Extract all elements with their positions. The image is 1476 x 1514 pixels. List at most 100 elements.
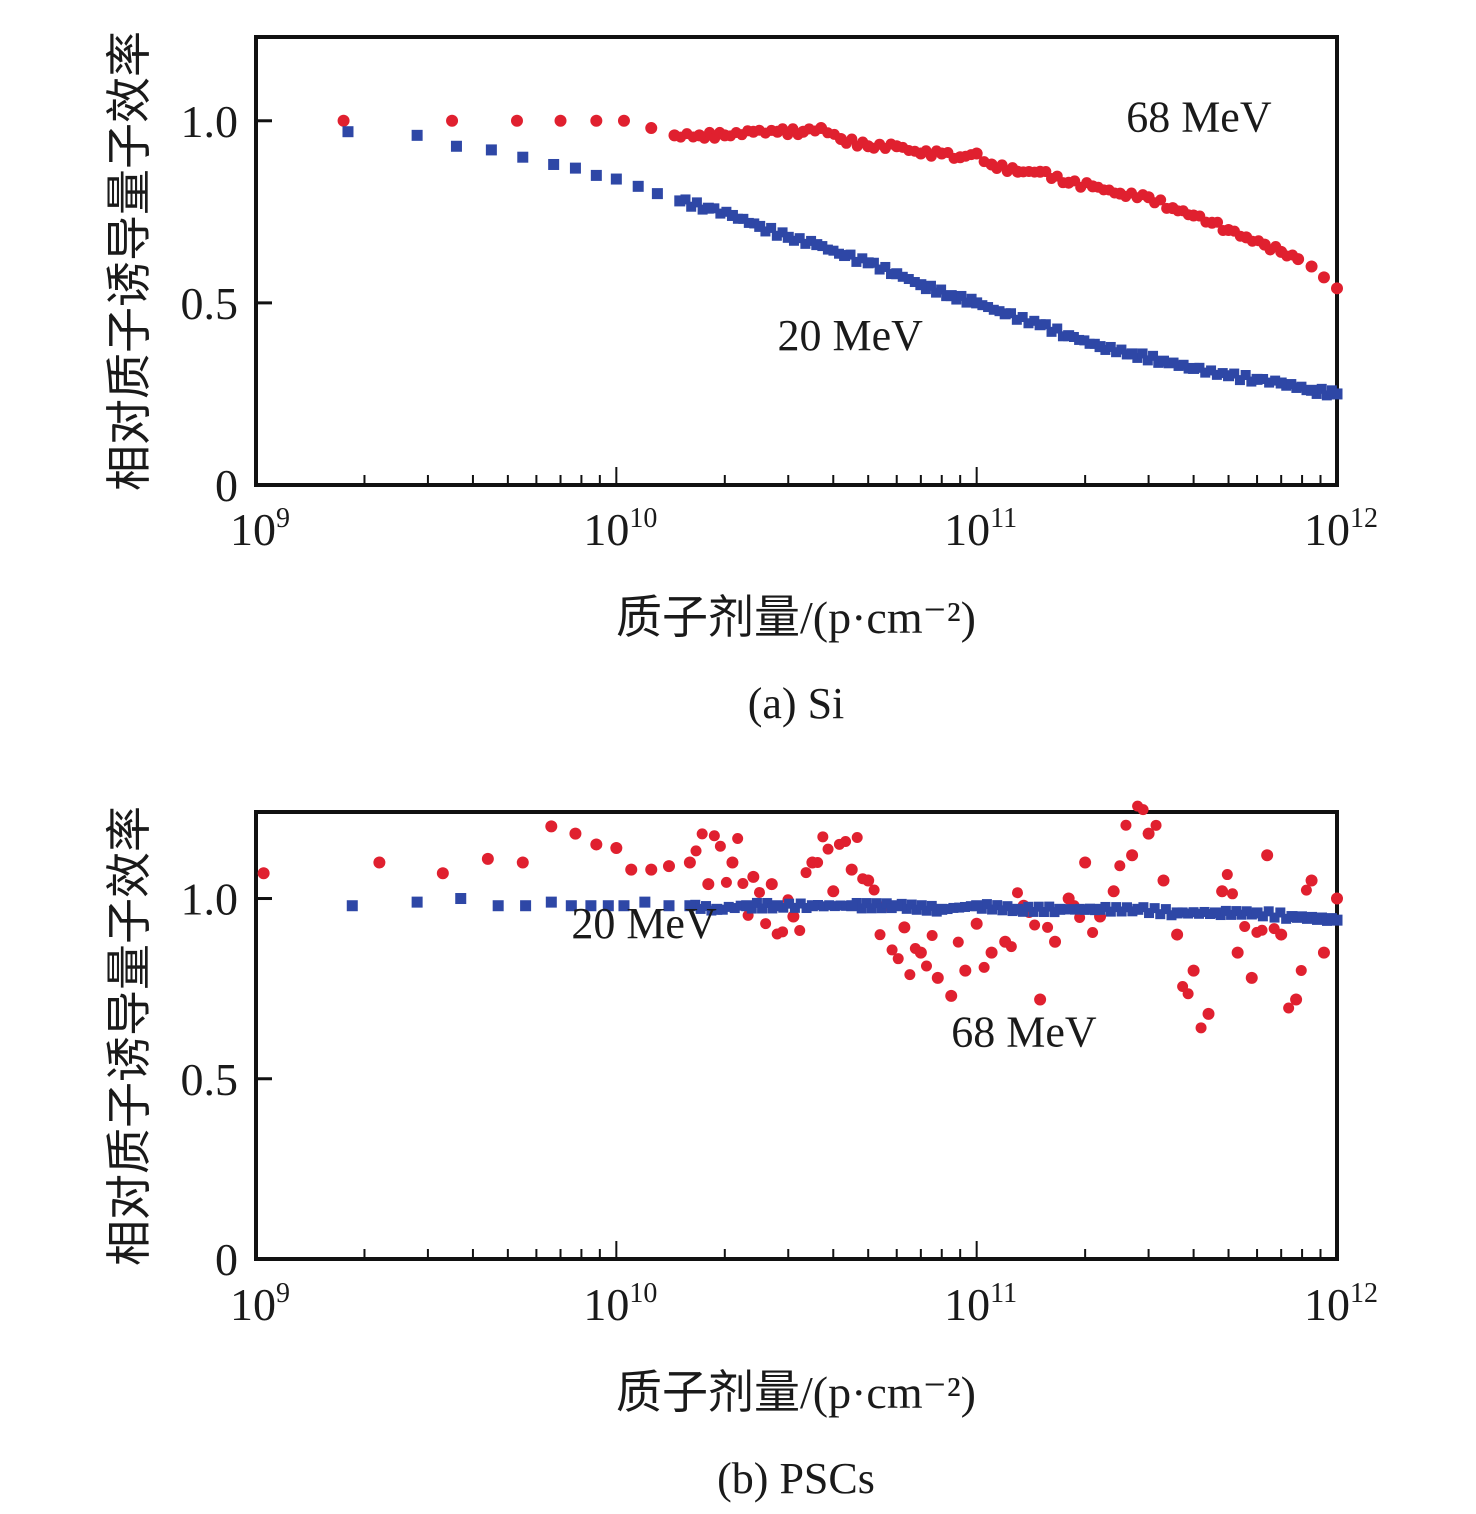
data-point (1012, 903, 1024, 915)
data-point (346, 900, 358, 912)
data-point-fill (886, 944, 898, 956)
data-point-fill (1142, 355, 1153, 366)
data-point-fill (1006, 308, 1017, 319)
data-point-fill (822, 244, 833, 255)
data-point (839, 250, 851, 262)
data-point (1142, 827, 1155, 840)
data-point-fill (1160, 904, 1171, 915)
data-point-fill (757, 903, 768, 914)
data-point-fill (729, 903, 740, 914)
data-point-fill (1111, 347, 1122, 358)
data-point-fill (906, 899, 917, 910)
data-point-fill (920, 960, 932, 972)
data-point-fill (771, 230, 782, 241)
data-point-fill (1029, 919, 1041, 931)
data-point-fill (1011, 314, 1022, 325)
data-point-fill (1194, 362, 1205, 373)
data-point (959, 964, 972, 977)
y-axis-ticks (256, 897, 272, 1261)
data-point-fill (1138, 902, 1149, 913)
data-point-fill (691, 197, 702, 208)
data-point (645, 122, 658, 135)
data-point-fill (1296, 381, 1307, 392)
data-point-fill (1074, 903, 1085, 914)
data-point (1034, 319, 1046, 331)
data-point-fill (903, 274, 914, 285)
data-point (718, 129, 731, 142)
panel-a-si: 109 1010 1011 1012 0 0.5 1.0 68 MeV 20 MeV 质子剂… (104, 31, 1378, 728)
data-point-fill (753, 886, 765, 898)
data-point (970, 917, 983, 930)
data-point-fill (1270, 375, 1281, 386)
y-tick-label: 1.0 (181, 874, 239, 925)
data-point (517, 151, 529, 163)
data-point-fill (1231, 906, 1242, 917)
data-point (970, 147, 983, 160)
data-point (1107, 885, 1120, 898)
data-point (481, 852, 494, 865)
data-point-fill (911, 904, 922, 915)
data-point (337, 114, 350, 127)
data-point (617, 114, 630, 127)
data-point-fill (1211, 369, 1222, 380)
data-point-fill (981, 899, 992, 910)
data-point-fill (680, 194, 691, 205)
data-point-fill (690, 845, 702, 857)
data-point (411, 129, 423, 141)
data-point (602, 900, 614, 912)
data-point-fill (1291, 382, 1302, 393)
data-point-fill (1256, 924, 1268, 936)
data-point (935, 147, 948, 160)
data-point (747, 125, 760, 138)
series-label: 20 MeV (777, 311, 923, 360)
data-point (1132, 903, 1144, 915)
data-point (1086, 180, 1099, 193)
data-point-fill (1111, 902, 1122, 913)
data-point (1171, 907, 1183, 919)
x-tick-label: 1011 (944, 1278, 1017, 1330)
data-point (827, 885, 840, 898)
data-point-fill (829, 901, 840, 912)
x-axis-ticks (255, 1241, 1322, 1259)
data-point (639, 896, 651, 908)
data-point-fill (992, 900, 1003, 911)
data-point-fill (909, 277, 920, 288)
data-point (787, 910, 800, 923)
data-point-fill (954, 902, 965, 913)
data-point-fill (1295, 964, 1307, 976)
data-point (891, 268, 903, 280)
data-point-fill (784, 898, 795, 909)
data-point (1171, 928, 1184, 941)
data-point (815, 122, 828, 135)
x-axis-ticks (255, 467, 1322, 485)
data-point (711, 903, 723, 915)
data-point (590, 169, 602, 181)
data-point (1114, 187, 1127, 200)
data-point (455, 893, 467, 905)
data-point (1202, 1007, 1215, 1020)
data-point-fill (931, 287, 942, 298)
data-point-fill (1040, 319, 1051, 330)
data-point (1231, 946, 1244, 959)
data-point (1126, 849, 1139, 862)
data-point (985, 946, 998, 959)
data-point-fill (1168, 357, 1179, 368)
data-point-fill (936, 284, 947, 295)
data-point-fill (925, 280, 936, 291)
data-point (1261, 849, 1274, 862)
data-point-fill (721, 206, 732, 217)
data-point (342, 126, 354, 138)
data-point-fill (881, 898, 892, 909)
data-point-fill (1074, 334, 1085, 345)
data-point-fill (956, 290, 967, 301)
data-point-fill (1258, 373, 1269, 384)
y-tick-labels: 0 0.5 1.0 (181, 96, 239, 511)
data-point (771, 900, 783, 912)
data-point (520, 900, 532, 912)
y-tick-label: 0.5 (181, 1054, 239, 1105)
data-point (891, 900, 903, 912)
data-point (999, 935, 1012, 948)
data-point-fill (1234, 375, 1245, 386)
data-point-fill (871, 898, 882, 909)
